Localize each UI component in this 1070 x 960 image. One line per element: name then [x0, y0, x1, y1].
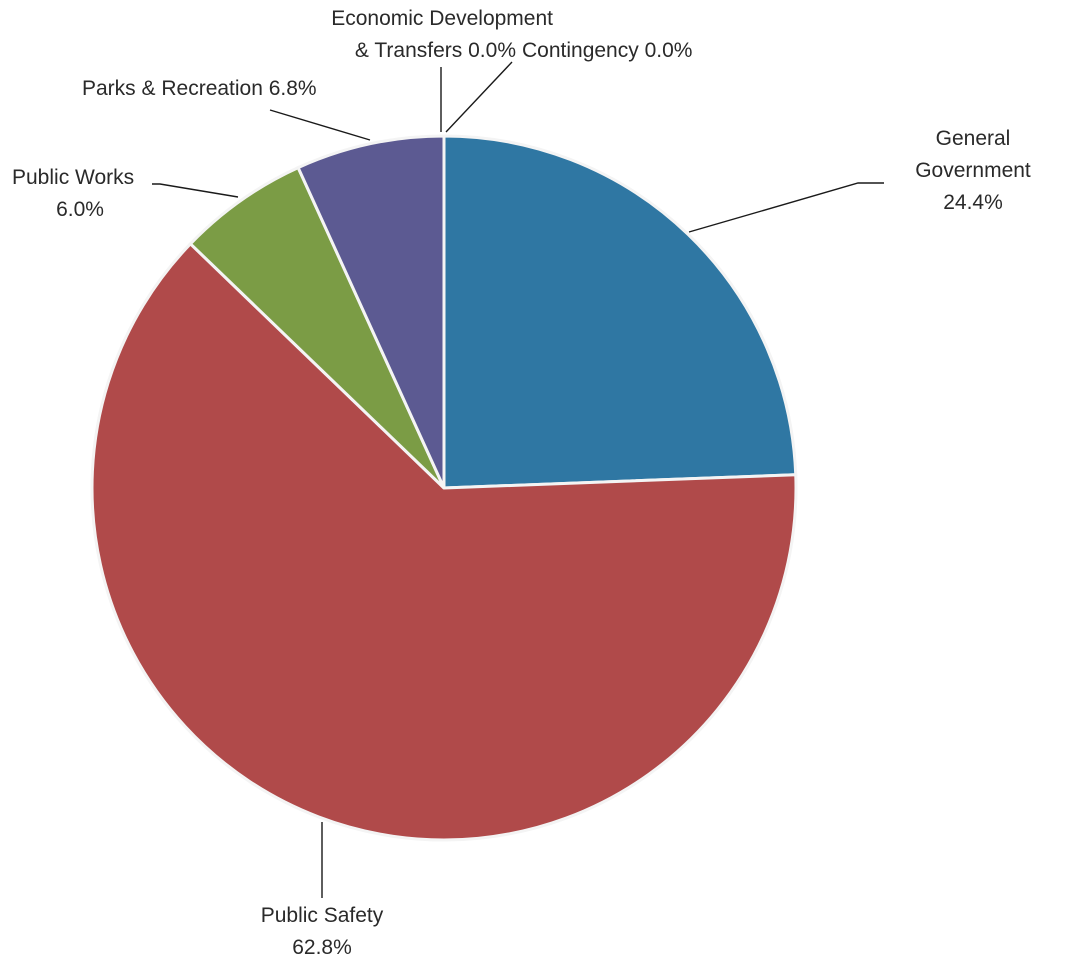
leader-line-parks-recreation [269, 109, 371, 141]
slice-label-parks-recreation: Parks & Recreation 6.8% [82, 77, 317, 100]
pie-slice-public-works [188, 165, 446, 490]
pie-slice-general-government [442, 134, 798, 490]
slice-label-public-works: Public Works 6.0% [12, 166, 134, 221]
pie-slice-public-safety [90, 241, 798, 842]
leader-line-general-government [688, 182, 884, 233]
leader-line-contingency [445, 61, 513, 133]
leader-lines [152, 61, 884, 898]
slice-label-economic-development: Economic Development & Transfers 0.0% [331, 7, 553, 62]
leader-line-public-works [152, 183, 239, 198]
slice-label-contingency: Contingency 0.0% [522, 39, 692, 62]
pie-slice-parks-recreation [296, 134, 446, 489]
slice-label-public-safety: Public Safety 62.8% [261, 904, 384, 959]
slice-label-general-government: General Government 24.4% [915, 127, 1031, 214]
pie-slices [90, 134, 798, 842]
slice-labels: General Government 24.4% Public Safety 62.8%… [12, 7, 1031, 959]
